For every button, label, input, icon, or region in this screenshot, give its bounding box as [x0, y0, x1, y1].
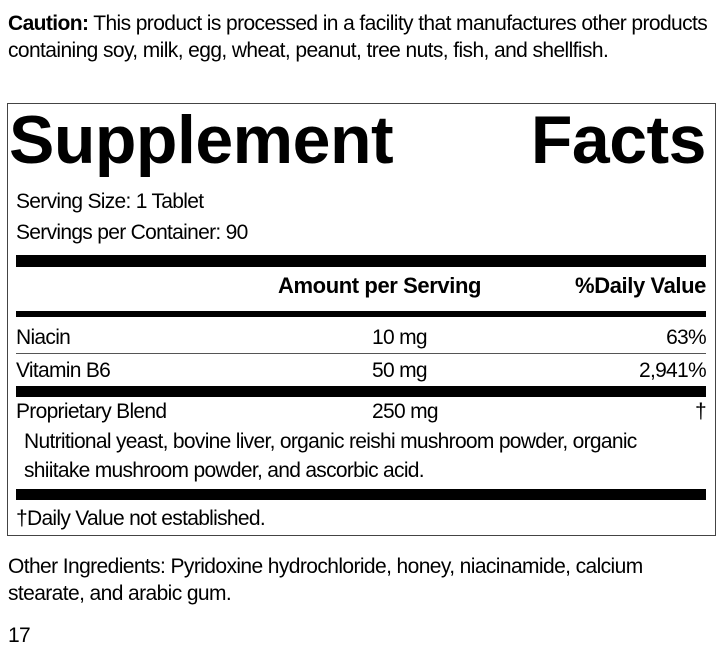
caution-text: This product is processed in a facility … [8, 12, 708, 62]
divider-medium [16, 311, 706, 317]
divider-thin [16, 353, 706, 354]
row-amount: 50 mg [372, 359, 428, 382]
blend-ingredients-line: shiitake mushroom powder, and ascorbic a… [24, 459, 425, 482]
caution-statement: Caution: This product is processed in a … [8, 10, 713, 64]
row-name: Niacin [16, 326, 71, 349]
header-daily-value: %Daily Value [575, 273, 706, 298]
title-supplement: Supplement [9, 102, 394, 178]
divider-thick [16, 489, 706, 500]
blend-ingredients-line: Nutritional yeast, bovine liver, organic… [24, 430, 637, 453]
caution-label: Caution: [8, 12, 89, 35]
panel-title: Supplement Facts [9, 102, 707, 178]
row-dv: 2,941% [638, 359, 707, 382]
divider-thick [16, 386, 706, 397]
header-amount: Amount per Serving [278, 273, 482, 298]
other-ingredients: Other Ingredients: Pyridoxine hydrochlor… [8, 555, 643, 605]
row-dv: † [695, 400, 707, 423]
product-code: 17 [8, 624, 31, 647]
divider-thick [16, 255, 706, 267]
supplement-facts-panel [7, 103, 716, 536]
row-amount: 250 mg [372, 400, 439, 423]
servings-per-container: Servings per Container: 90 [16, 221, 248, 244]
title-facts: Facts [530, 102, 707, 178]
row-name: Proprietary Blend [16, 400, 167, 423]
footnote: †Daily Value not established. [16, 507, 266, 530]
row-name: Vitamin B6 [16, 359, 111, 382]
serving-size: Serving Size: 1 Tablet [16, 190, 204, 213]
row-amount: 10 mg [372, 326, 428, 349]
row-dv: 63% [666, 326, 707, 349]
